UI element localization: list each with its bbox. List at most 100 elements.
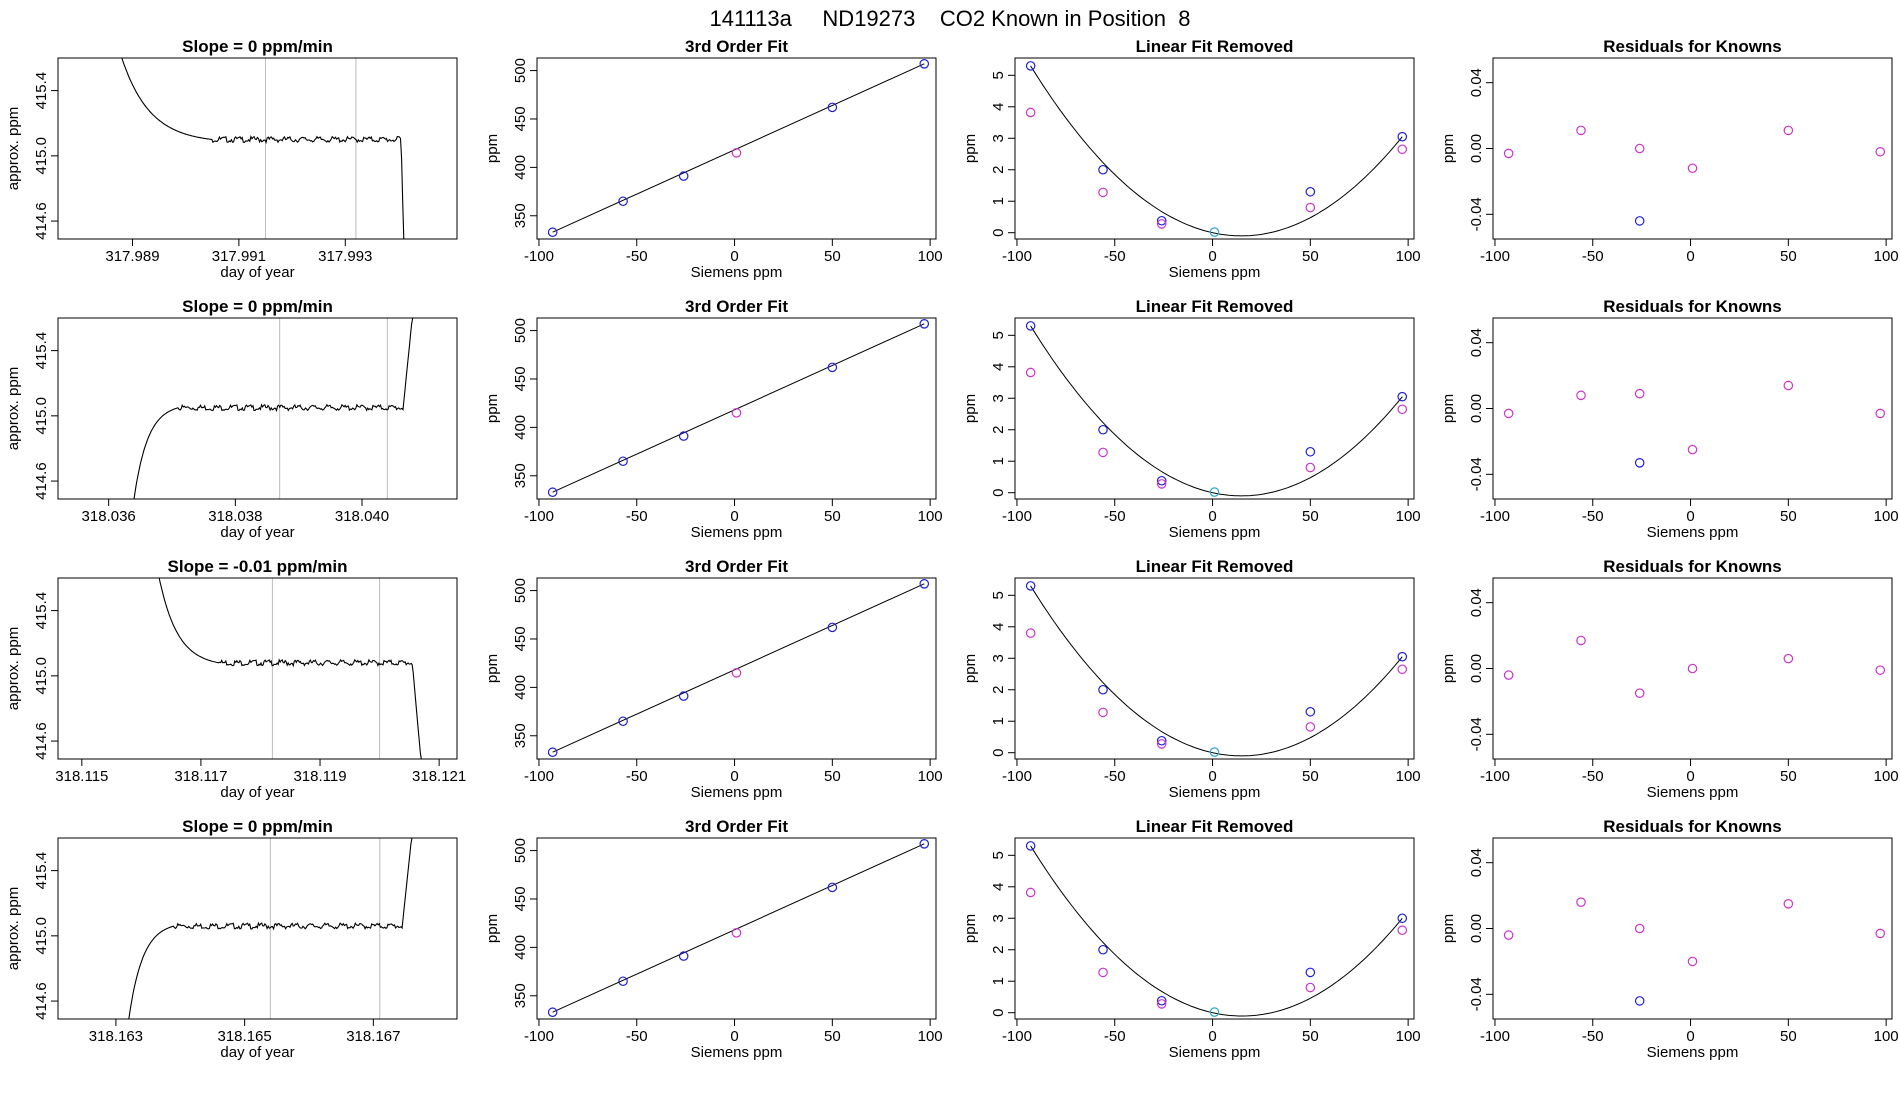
data-point: [1397, 925, 1408, 936]
y-tick-label: 414.6: [33, 462, 50, 500]
y-tick-label: 350: [512, 203, 529, 228]
y-tick-label: 450: [512, 886, 529, 911]
data-point: [1305, 706, 1316, 717]
y-tick-label: 5: [990, 71, 1007, 79]
y-axis-label: ppm: [484, 394, 501, 423]
data-point: [1025, 581, 1036, 591]
plot-frame: [1492, 577, 1893, 760]
data-point: [1397, 391, 1408, 402]
y-tick-label: 0.00: [1468, 134, 1485, 163]
y-tick-label: 3: [990, 134, 1007, 142]
data-point: [1634, 688, 1645, 698]
fit-line: [552, 843, 925, 1013]
y-tick-label: 450: [512, 626, 529, 651]
data-point: [731, 408, 742, 418]
plot-frame: [57, 577, 458, 760]
data-point: [1156, 215, 1167, 226]
y-axis-label: ppm: [484, 654, 501, 683]
data-point: [1576, 635, 1586, 646]
data-point: [1397, 664, 1408, 675]
data-point: [1503, 408, 1514, 419]
y-axis-label: ppm: [484, 914, 501, 943]
chart-title: 3rd Order Fit: [685, 817, 788, 836]
chart-title: Slope = 0 ppm/min: [182, 37, 333, 56]
y-tick-label: -0.04: [1468, 197, 1485, 231]
plot-area: [1503, 897, 1886, 1006]
x-tick-label: 0: [1686, 768, 1694, 785]
plot-area: [547, 319, 930, 498]
chart-title: Slope = -0.01 ppm/min: [168, 557, 348, 576]
x-tick-label: 0: [730, 248, 738, 265]
plot-frame: [536, 837, 937, 1020]
data-point: [1025, 107, 1036, 118]
y-tick-label: 400: [512, 675, 529, 700]
y-tick-label: 3: [990, 914, 1007, 922]
x-tick-label: 318.115: [55, 768, 108, 785]
x-tick-label: -100: [524, 248, 554, 265]
y-tick-label: 0: [990, 749, 1007, 757]
x-tick-label: 50: [1302, 248, 1319, 265]
chart-panel: Residuals for Knowns -100 -50 0 50 100 -0.04 0.…: [1440, 817, 1899, 1061]
y-axis-label: ppm: [962, 654, 979, 683]
y-tick-label: 2: [990, 426, 1007, 434]
x-tick-label: 100: [1874, 508, 1899, 525]
chart-panel: Slope = -0.01 ppm/min 318.115 318.117 318.1…: [5, 557, 466, 801]
data-point: [1634, 923, 1645, 934]
y-tick-label: 2: [990, 946, 1007, 954]
figure-title: 141113a ND19273 CO2 Known in Position 8: [709, 6, 1190, 31]
y-axis-label: approx. ppm: [5, 627, 22, 710]
data-point: [1783, 653, 1794, 664]
x-tick-label: -100: [1002, 768, 1032, 785]
data-point: [547, 747, 558, 758]
x-tick-label: 50: [824, 1028, 841, 1045]
y-tick-label: 0: [990, 229, 1007, 237]
x-tick-label: 100: [1396, 768, 1421, 785]
x-tick-label: -50: [626, 508, 648, 525]
data-point: [1875, 146, 1886, 157]
y-tick-label: 415.4: [33, 852, 50, 890]
x-tick-label: 50: [1302, 768, 1319, 785]
y-tick-label: 415.4: [33, 72, 50, 110]
data-point: [1025, 887, 1036, 898]
data-point: [1209, 1007, 1220, 1017]
data-point: [1687, 663, 1698, 674]
y-axis-label: ppm: [1440, 654, 1457, 683]
x-tick-label: 50: [1302, 1028, 1319, 1045]
x-axis-label: Siemens ppm: [1169, 1044, 1261, 1061]
y-tick-label: 415.0: [33, 657, 50, 695]
x-tick-label: 50: [824, 508, 841, 525]
y-tick-label: 5: [990, 331, 1007, 339]
y-axis-label: ppm: [1440, 134, 1457, 163]
x-tick-label: 100: [918, 508, 943, 525]
x-tick-label: 0: [1208, 508, 1216, 525]
chart-title: Linear Fit Removed: [1136, 37, 1294, 56]
y-tick-label: 350: [512, 983, 529, 1008]
x-axis-label: day of year: [220, 1044, 294, 1061]
plot-area: [547, 579, 930, 758]
data-point: [1209, 747, 1220, 757]
data-point: [1634, 388, 1645, 399]
y-tick-label: 0.04: [1468, 848, 1485, 877]
plot-area: [133, 318, 414, 499]
data-point: [1305, 967, 1316, 978]
y-axis-label: approx. ppm: [5, 107, 22, 190]
chart-title: 3rd Order Fit: [685, 557, 788, 576]
chart-title: Slope = 0 ppm/min: [182, 297, 333, 316]
plot-frame: [536, 317, 937, 500]
y-tick-label: -0.04: [1468, 717, 1485, 751]
co2-trace-line: [121, 58, 405, 239]
x-tick-label: -50: [1582, 508, 1604, 525]
plot-frame: [1014, 57, 1415, 240]
y-tick-label: 415.0: [33, 137, 50, 175]
x-tick-label: 100: [1396, 248, 1421, 265]
data-point: [1305, 446, 1316, 457]
y-tick-label: 1: [990, 717, 1007, 725]
x-tick-label: 100: [1396, 508, 1421, 525]
x-tick-label: -100: [1002, 508, 1032, 525]
x-tick-label: 100: [918, 1028, 943, 1045]
x-tick-label: 100: [1874, 768, 1899, 785]
x-axis-label: Siemens ppm: [1647, 1044, 1739, 1061]
y-tick-label: 500: [512, 58, 529, 83]
y-tick-label: 4: [990, 623, 1007, 631]
